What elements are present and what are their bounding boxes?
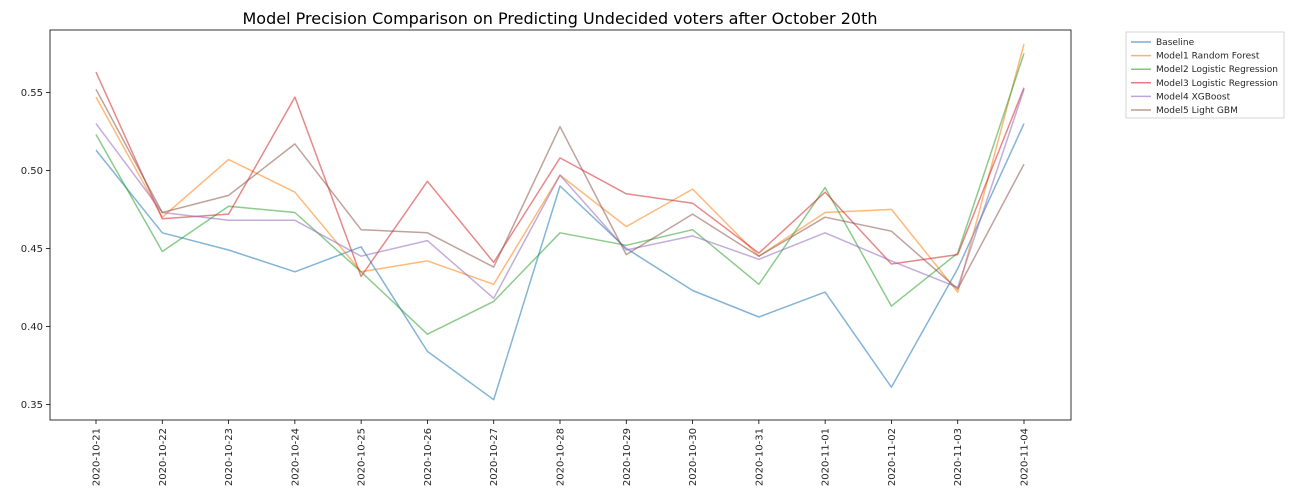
x-tick-label: 2020-10-28 <box>556 428 567 486</box>
series-line-1 <box>95 123 1025 401</box>
legend-label: Model4 XGBoost <box>1156 92 1231 102</box>
x-tick-label: 2020-10-29 <box>622 428 633 486</box>
x-tick-label: 2020-10-30 <box>688 428 699 486</box>
x-tick-label: 2020-10-24 <box>290 428 301 486</box>
x-tick-label: 2020-11-04 <box>1020 428 1031 486</box>
x-tick-label: 2020-10-31 <box>754 428 765 486</box>
x-tick-label: 2020-11-01 <box>821 428 832 486</box>
legend-label: Model1 Random Forest <box>1156 52 1260 62</box>
x-tick-label: 2020-10-23 <box>224 428 235 486</box>
legend-label: Model3 Logistic Regression <box>1156 79 1278 89</box>
x-tick-label: 2020-11-02 <box>887 428 898 486</box>
series-line-4 <box>95 71 1025 278</box>
y-tick-label: 0.45 <box>21 244 43 255</box>
x-tick-label: 2020-10-22 <box>158 428 169 486</box>
x-tick-label: 2020-10-21 <box>92 428 103 486</box>
x-tick-label: 2020-10-25 <box>357 428 368 486</box>
series-line-5 <box>95 89 1025 300</box>
legend-label: Model5 Light GBM <box>1156 106 1238 116</box>
y-tick-label: 0.55 <box>21 88 43 99</box>
x-tick-label: 2020-11-03 <box>953 428 964 486</box>
y-tick-label: 0.40 <box>21 322 43 333</box>
y-tick-label: 0.50 <box>21 166 43 177</box>
series-line-3 <box>95 53 1025 335</box>
chart-title: Model Precision Comparison on Predicting… <box>243 9 878 28</box>
series-line-2 <box>95 43 1025 293</box>
x-tick-label: 2020-10-26 <box>423 428 434 486</box>
x-tick-label: 2020-10-27 <box>489 428 500 486</box>
plot-frame <box>49 29 1072 421</box>
y-tick-label: 0.35 <box>21 400 43 411</box>
legend: Baseline Model1 Random Forest Model2 Logis… <box>1125 31 1285 119</box>
legend-box <box>1125 31 1285 119</box>
legend-label: Baseline <box>1156 38 1195 48</box>
series-line-6 <box>95 88 1025 290</box>
legend-label: Model2 Logistic Regression <box>1156 65 1278 75</box>
